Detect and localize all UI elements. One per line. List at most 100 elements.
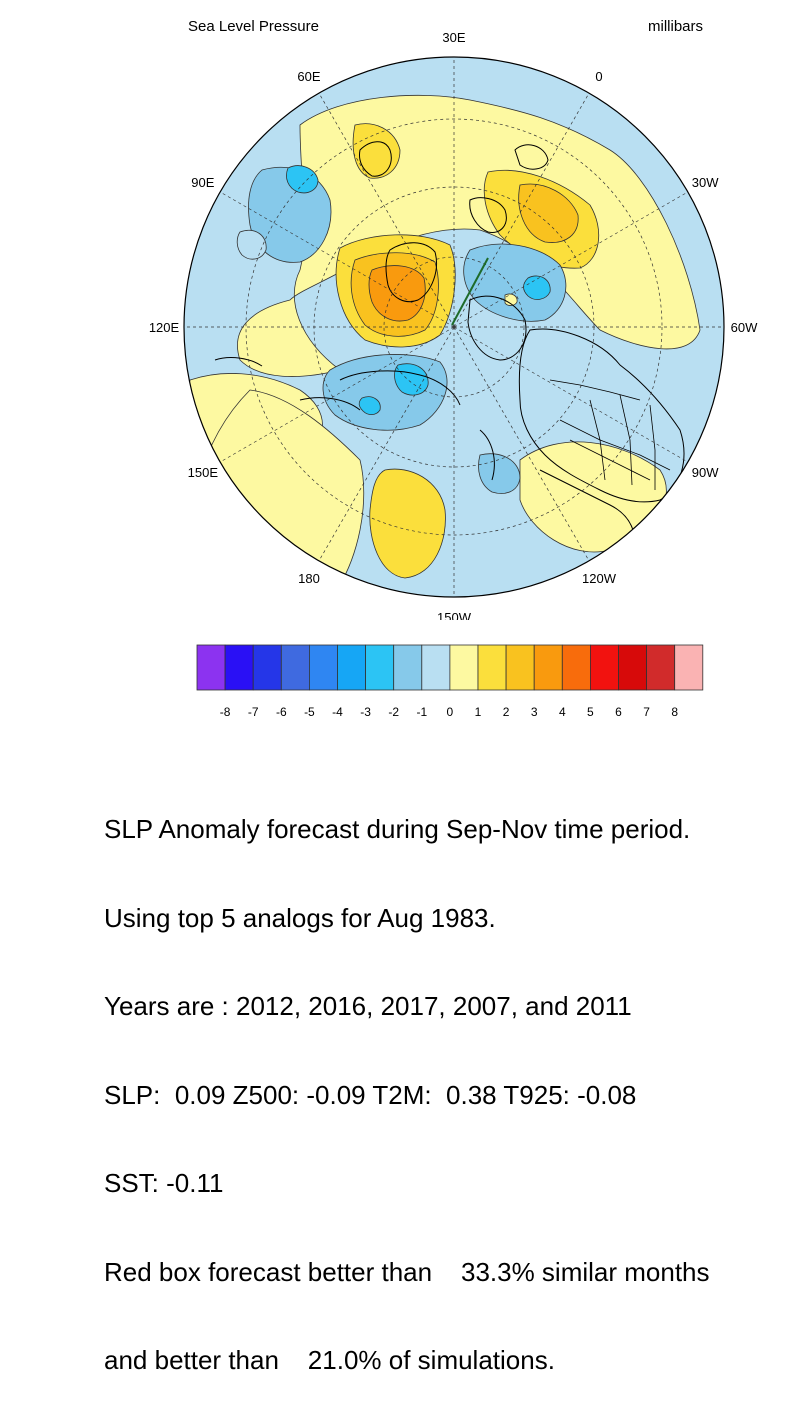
meridian-line bbox=[219, 191, 455, 328]
caption-line: Using top 5 analogs for Aug 1983. bbox=[104, 902, 496, 933]
colorbar-tick-label: 4 bbox=[559, 705, 566, 719]
longitude-label: 0 bbox=[595, 69, 602, 84]
longitude-label: 90W bbox=[692, 465, 719, 480]
colorbar-swatch bbox=[477, 644, 507, 691]
longitude-label: 120E bbox=[149, 320, 180, 335]
meridian-line bbox=[453, 326, 689, 463]
colorbar-swatch bbox=[196, 644, 226, 691]
colorbar-tick-label: 3 bbox=[531, 705, 538, 719]
coastline bbox=[469, 197, 507, 234]
colorbar-tick-label: -5 bbox=[304, 705, 315, 719]
colorbar-tick-label: 1 bbox=[475, 705, 482, 719]
latitude-circle bbox=[245, 118, 663, 536]
caption-line: SST: -0.11 bbox=[104, 1168, 224, 1198]
colorbar-swatch bbox=[337, 644, 367, 691]
anomaly-region-negative bbox=[322, 354, 448, 431]
anomaly-region-negative-strong bbox=[358, 396, 381, 416]
longitude-label: 60E bbox=[297, 69, 320, 84]
colorbar-tick-label: -1 bbox=[416, 705, 427, 719]
colorbar-tick-label: 8 bbox=[671, 705, 678, 719]
meridian-line bbox=[453, 326, 590, 562]
anomaly-region-positive-strong bbox=[369, 468, 446, 579]
colorbar-swatch bbox=[449, 644, 479, 691]
caption-line: Red box forecast better than 33.3% simil… bbox=[104, 1256, 710, 1287]
colorbar-tick-label: -3 bbox=[360, 705, 371, 719]
colorbar-swatch bbox=[308, 644, 338, 691]
coastline bbox=[339, 370, 461, 406]
anomaly-region-positive-peak bbox=[518, 183, 579, 243]
meridian-line bbox=[453, 191, 689, 328]
units-label: millibars bbox=[648, 18, 704, 35]
colorbar-swatch bbox=[618, 644, 648, 691]
colorbar-swatch bbox=[646, 644, 676, 691]
coastline bbox=[359, 141, 392, 177]
longitude-label: 180 bbox=[298, 571, 320, 586]
colorbar-tick-label: -8 bbox=[220, 705, 231, 719]
longitude-labels: 30E 0 30W 60W 90W 120W 150W 180 150E 120E 90E 60E bbox=[149, 30, 758, 620]
coastline bbox=[467, 295, 527, 361]
boundary-line bbox=[649, 404, 656, 490]
meridian-line bbox=[318, 326, 455, 562]
coastline bbox=[514, 144, 549, 170]
map-border bbox=[183, 56, 725, 598]
colorbar-swatch bbox=[365, 644, 395, 691]
anomaly-region-negative bbox=[463, 243, 567, 322]
caption-line: SLP Anomaly forecast during Sep-Nov time… bbox=[104, 814, 691, 844]
anomaly-region-light bbox=[236, 229, 267, 260]
longitude-label: 150E bbox=[188, 465, 219, 480]
colorbar-tick-label: -6 bbox=[276, 705, 287, 719]
colorbar-swatch bbox=[561, 644, 591, 691]
map-title: Sea Level Pressure bbox=[188, 18, 319, 35]
meridian-line bbox=[219, 326, 455, 463]
colorbar-tick-label: -2 bbox=[388, 705, 399, 719]
highlight-line bbox=[451, 257, 489, 326]
colorbar-swatch bbox=[505, 644, 535, 691]
caption-line: and better than 21.0% of simulations. bbox=[104, 1345, 555, 1375]
anomaly-region-light bbox=[504, 293, 518, 306]
longitude-label: 90E bbox=[191, 175, 214, 190]
colorbar-tick-label: -7 bbox=[248, 705, 259, 719]
coastline bbox=[518, 328, 685, 503]
anomaly-region-negative-strong bbox=[286, 165, 319, 194]
boundary-line bbox=[549, 379, 641, 401]
longitude-label: 150W bbox=[437, 610, 472, 620]
anomaly-region-positive-peak bbox=[368, 265, 426, 322]
anomaly-region-positive bbox=[237, 94, 701, 377]
colorbar-tick-label: 2 bbox=[503, 705, 510, 719]
colorbar-swatch bbox=[224, 644, 254, 691]
colorbar-tick-label: 7 bbox=[643, 705, 650, 719]
colorbar-tick-label: 6 bbox=[615, 705, 622, 719]
colorbar-swatch bbox=[421, 644, 451, 691]
longitude-label: 30E bbox=[442, 30, 465, 45]
colorbar-swatch bbox=[674, 644, 704, 691]
longitude-label: 60W bbox=[731, 320, 758, 335]
boundary-line bbox=[589, 399, 606, 481]
longitude-label: 120W bbox=[582, 571, 617, 586]
colorbar-swatch bbox=[252, 644, 282, 691]
anomaly-region-negative bbox=[478, 453, 521, 494]
colorbar-swatch bbox=[533, 644, 563, 691]
colorbar-tick-label: 0 bbox=[447, 705, 454, 719]
coastline bbox=[214, 357, 263, 367]
political-boundaries bbox=[549, 379, 671, 490]
colorbar-swatch bbox=[393, 644, 423, 691]
caption-line: Years are : 2012, 2016, 2017, 2007, and … bbox=[104, 991, 632, 1021]
land-outlines bbox=[214, 141, 685, 551]
coastline bbox=[479, 429, 495, 481]
coastline bbox=[385, 242, 437, 303]
colorbar-swatch bbox=[590, 644, 619, 691]
boundary-line bbox=[569, 439, 651, 481]
colorbar-tick-label: -4 bbox=[332, 705, 343, 719]
boundary-line bbox=[619, 394, 633, 486]
meridian-line bbox=[318, 92, 455, 328]
graticule bbox=[184, 57, 724, 597]
coastline bbox=[299, 397, 361, 411]
anomaly-region-negative-strong bbox=[523, 275, 551, 300]
caption-line: SLP: 0.09 Z500: -0.09 T2M: 0.38 T925: -0… bbox=[104, 1079, 637, 1110]
caption: SLP Anomaly forecast during Sep-Nov time… bbox=[104, 756, 710, 1405]
longitude-label: 30W bbox=[692, 175, 719, 190]
polar-map: 30E 0 30W 60W 90W 120W 150W 180 150E 120E 90E 60E bbox=[149, 30, 758, 620]
colorbar-tick-label: 5 bbox=[587, 705, 594, 719]
latitude-circle bbox=[383, 256, 525, 398]
anomaly-region-positive-strong bbox=[352, 123, 401, 179]
